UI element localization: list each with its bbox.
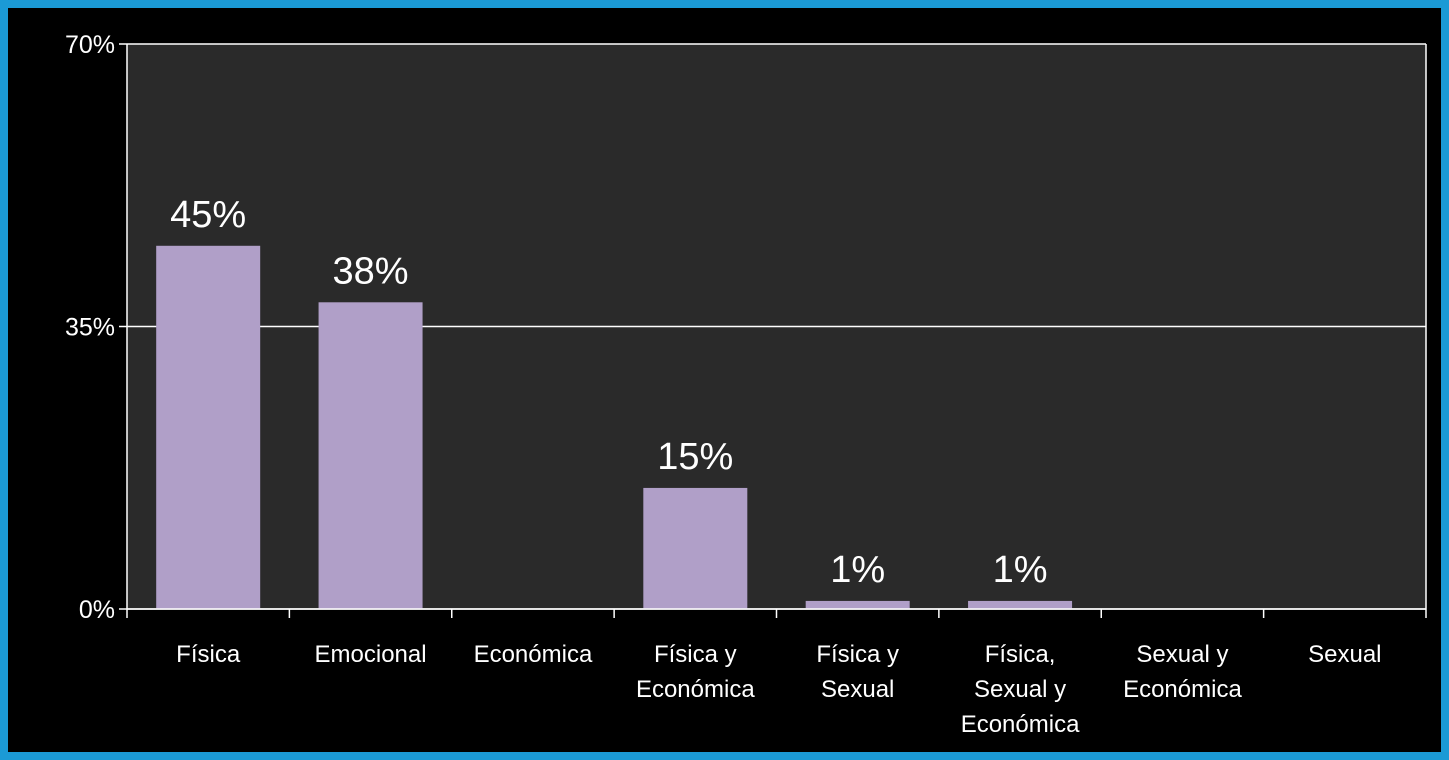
data-labels: 45% 38% 15% 1% 1% <box>170 194 1047 591</box>
x-tick-label: Física, Sexual y Económica <box>961 641 1080 738</box>
x-tick-label: Sexual y Económica <box>1123 641 1242 703</box>
data-label: 45% <box>170 194 246 236</box>
y-tick-label: 70% <box>65 31 115 59</box>
x-tick-label: Física y Sexual <box>816 641 899 703</box>
bar <box>643 487 748 609</box>
x-tick-labels: Física Emocional Económica Física y Económic… <box>176 641 1381 738</box>
bars <box>156 245 1073 610</box>
x-tick-label: Física <box>176 641 241 668</box>
data-label: 38% <box>333 250 409 292</box>
y-tick-label: 35% <box>65 314 115 342</box>
data-label: 15% <box>657 436 733 478</box>
x-tick-label: Emocional <box>315 641 427 668</box>
bar <box>156 245 261 610</box>
bar <box>318 302 423 609</box>
data-label: 1% <box>830 549 885 591</box>
bar <box>805 600 910 609</box>
chart-frame: 0% 35% 70% Física Emocional Económica Física … <box>8 8 1441 752</box>
x-tick-label: Económica <box>474 641 593 668</box>
data-label: 1% <box>993 549 1048 591</box>
x-tick-label: Sexual <box>1308 641 1381 668</box>
y-tick-labels: 0% 35% 70% <box>65 31 115 624</box>
y-tick-label: 0% <box>79 596 115 624</box>
axes <box>126 44 1427 618</box>
bar <box>968 600 1073 609</box>
x-tick-label: Física y Económica <box>636 641 755 703</box>
bar-chart: 0% 35% 70% Física Emocional Económica Física … <box>65 31 1427 738</box>
